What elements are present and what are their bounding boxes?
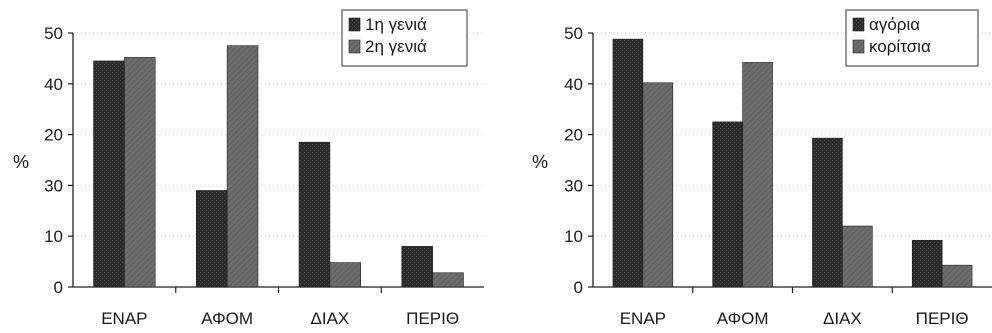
legend-label: κορίτσια [869,37,931,56]
bar-series-2 [329,262,362,288]
x-tick-label: ΕΝΑΡ [620,309,666,328]
x-tick-label: ΕΝΑΡ [101,309,147,328]
y-axis-label: % [13,152,29,172]
y-tick-label: 0 [54,278,63,297]
bar-series-1 [812,137,843,288]
legend-swatch [852,17,865,32]
y-axis-label: % [532,152,548,172]
legend-label: 2η γενιά [365,37,427,56]
bar-series-1 [93,60,125,288]
x-tick-label: ΔΙΑΧ [310,309,349,328]
y-tick-label: 10 [44,227,63,246]
y-tick-label: 0 [574,278,583,297]
bar-series-2 [124,57,156,288]
x-tick-label: ΠΕΡΙΘ [406,309,459,328]
legend-swatch [852,39,865,54]
bar-series-2 [226,45,259,288]
y-tick-label: 50 [564,24,583,43]
x-tick-label: ΠΕΡΙΘ [916,309,969,328]
bar-series-2 [941,264,973,288]
legend-label: αγόρια [869,15,920,34]
y-tick-label: 30 [44,176,63,195]
chart-right: 0 10 30 20 40 50% ΕΝΑΡ ΑΦΟΜ ΔΙΑΧ ΠΕΡΙΘ αγόρια κορίτ… [532,9,992,328]
bar-series-2 [432,272,464,288]
bar-series-2 [742,62,773,288]
legend-box [845,9,979,67]
legend-box [341,9,468,67]
y-tick-label: 20 [564,126,583,145]
y-tick-label: 10 [564,227,583,246]
legend-swatch [348,39,361,54]
y-tick-label: 20 [44,126,63,145]
bar-series-1 [298,141,331,288]
bar-series-1 [196,190,228,288]
bar-series-1 [401,246,433,288]
legend-label: 1η γενιά [365,15,427,34]
legend-swatch [348,17,361,32]
y-tick-label: 30 [564,176,583,195]
legend: 1η γενιά 2η γενιά [341,9,468,67]
x-tick-label: ΔΙΑΧ [823,309,862,328]
chart-left: 0 10 30 20 40 50% ΕΝΑΡ ΑΦΟΜ ΔΙΑΧ ΠΕΡΙΘ 1η γενιά 2η … [13,9,484,328]
bar-series-2 [642,82,674,288]
bar-series-1 [612,38,644,288]
legend: αγόρια κορίτσια [845,9,979,67]
x-tick-label: ΑΦΟΜ [201,309,253,328]
y-tick-label: 40 [564,75,583,94]
y-tick-label: 40 [44,75,63,94]
y-tick-label: 50 [44,24,63,43]
bar-series-1 [911,239,943,288]
bar-series-1 [712,121,743,288]
bar-series-2 [842,225,873,288]
x-tick-label: ΑΦΟΜ [717,309,769,328]
